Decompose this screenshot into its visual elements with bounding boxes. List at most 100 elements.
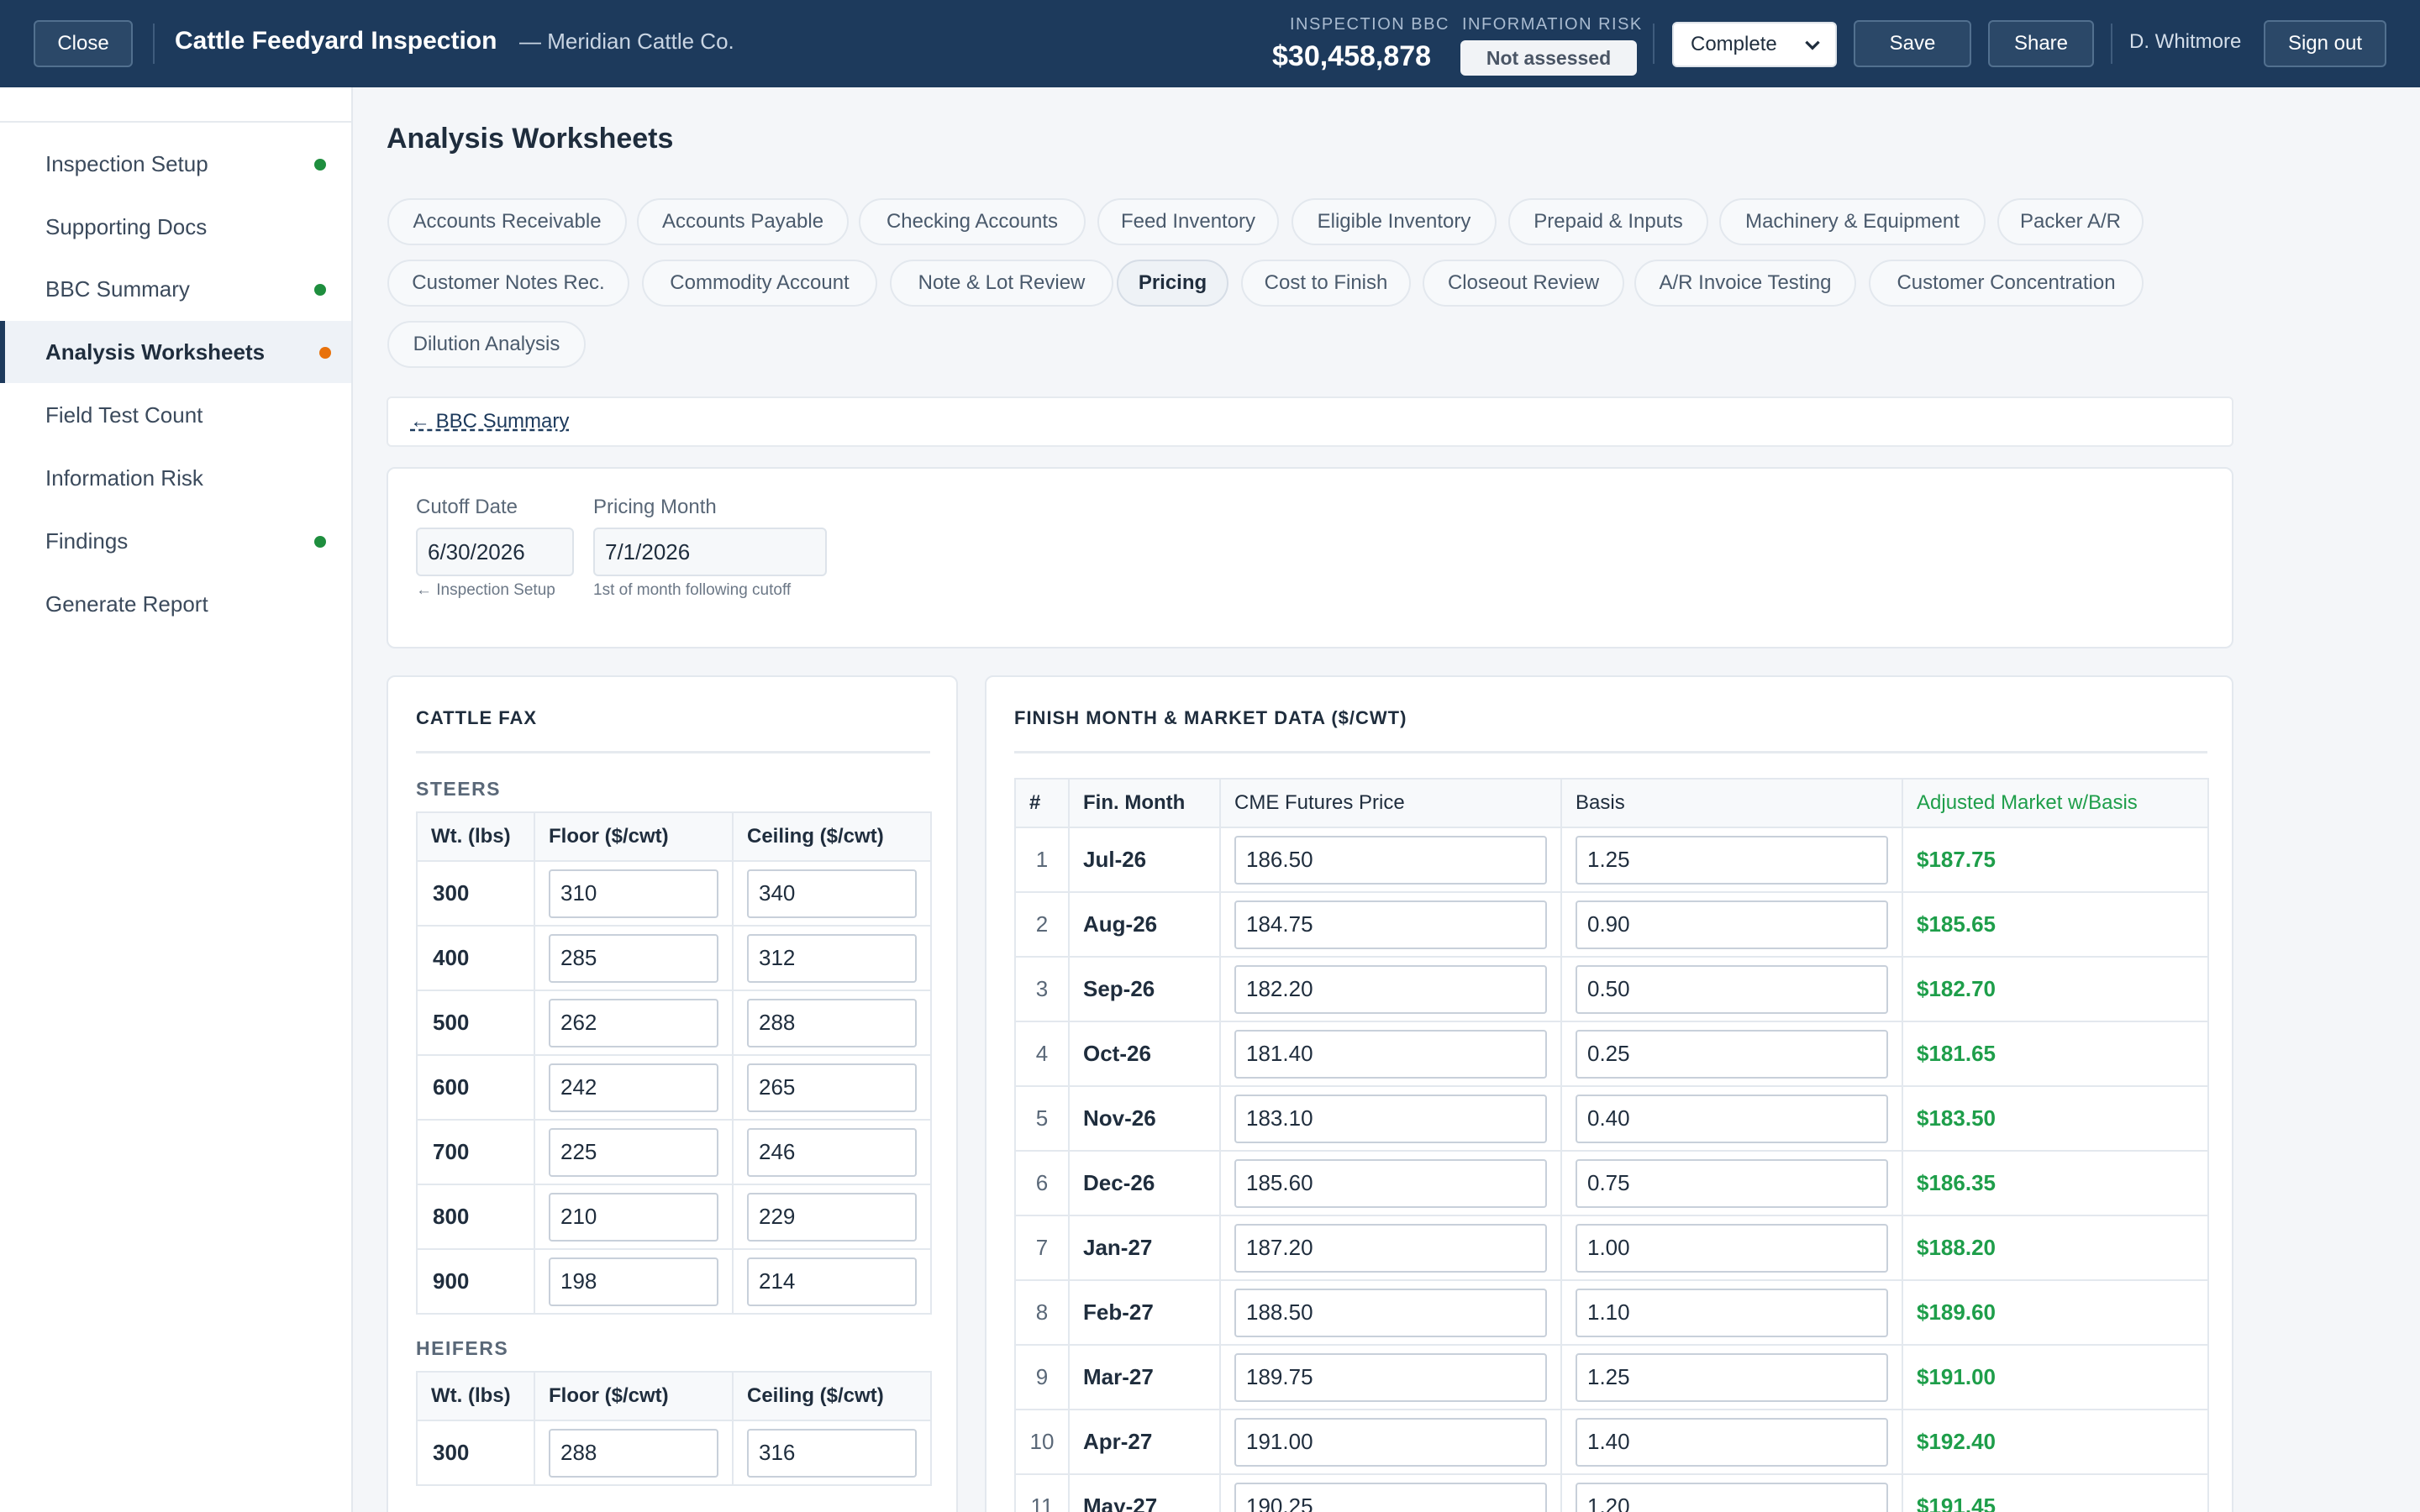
chevron-down-icon [1805, 40, 1820, 50]
cme-futures-price-input[interactable]: 185.60 [1234, 1158, 1547, 1208]
basis-input[interactable]: 0.25 [1576, 1029, 1888, 1079]
floor-price-input[interactable]: 285 [549, 933, 718, 983]
ceiling-price-input[interactable]: 288 [747, 998, 917, 1047]
sidebar-item-field-test-count[interactable]: Field Test Count [0, 384, 351, 446]
basis-input[interactable]: 1.20 [1576, 1482, 1888, 1512]
input-cell: 1.25 [1560, 1344, 1903, 1410]
table-row: 9 Mar-27 189.75 1.25 $191.00 [1014, 1344, 2209, 1410]
basis-input[interactable]: 1.25 [1576, 835, 1888, 885]
sidebar-item-supporting-docs[interactable]: Supporting Docs [0, 196, 351, 258]
basis-input[interactable]: 1.10 [1576, 1288, 1888, 1337]
input-cell: 1.40 [1560, 1409, 1903, 1475]
row-number-cell: 9 [1014, 1344, 1070, 1410]
basis-input[interactable]: 1.00 [1576, 1223, 1888, 1273]
tab-prepaid-inputs[interactable]: Prepaid & Inputs [1508, 198, 1708, 245]
ceiling-price-input[interactable]: 316 [747, 1428, 917, 1478]
ceiling-price-input[interactable]: 312 [747, 933, 917, 983]
cme-futures-price-input[interactable]: 187.20 [1234, 1223, 1547, 1273]
floor-price-input[interactable]: 262 [549, 998, 718, 1047]
status-dot [314, 284, 326, 296]
cme-futures-price-input[interactable]: 189.75 [1234, 1352, 1547, 1402]
finish-month-cell: May-27 [1068, 1473, 1221, 1512]
tab-eligible-inventory[interactable]: Eligible Inventory [1292, 198, 1497, 245]
share-button[interactable]: Share [1988, 20, 2094, 67]
column-header: Wt. (lbs) [416, 1371, 535, 1421]
tab-commodity-account[interactable]: Commodity Account [642, 260, 877, 307]
basis-input[interactable]: 0.90 [1576, 900, 1888, 949]
heifers-table: Wt. (lbs) Floor ($/cwt) Ceiling ($/cwt) … [416, 1371, 932, 1486]
sidebar-item-inspection-setup[interactable]: Inspection Setup [0, 133, 351, 195]
close-button[interactable]: Close [34, 20, 133, 67]
sidebar-item-label: Field Test Count [45, 402, 203, 428]
cme-futures-price-input[interactable]: 182.20 [1234, 964, 1547, 1014]
adjusted-market-cell: $192.40 [1902, 1409, 2209, 1475]
divider [0, 121, 351, 123]
sidebar-item-label: Findings [45, 528, 129, 554]
cme-futures-price-input[interactable]: 188.50 [1234, 1288, 1547, 1337]
ceiling-price-input[interactable]: 229 [747, 1192, 917, 1242]
ceiling-price-input[interactable]: 265 [747, 1063, 917, 1112]
input-cell: 1.00 [1560, 1215, 1903, 1281]
tab-checking-accounts[interactable]: Checking Accounts [859, 198, 1086, 245]
cme-futures-price-input[interactable]: 184.75 [1234, 900, 1547, 949]
finish-month-cell: Aug-26 [1068, 891, 1221, 958]
basis-input[interactable]: 0.40 [1576, 1094, 1888, 1143]
input-cell: 184.75 [1219, 891, 1562, 958]
basis-input[interactable]: 1.25 [1576, 1352, 1888, 1402]
cme-futures-price-input[interactable]: 181.40 [1234, 1029, 1547, 1079]
tab-pricing[interactable]: Pricing [1117, 260, 1228, 307]
tab-feed-inventory[interactable]: Feed Inventory [1097, 198, 1279, 245]
cme-futures-price-input[interactable]: 191.00 [1234, 1417, 1547, 1467]
app-title: Cattle Feedyard Inspection [175, 27, 497, 55]
status-select[interactable]: Complete [1672, 22, 1837, 67]
table-row: 5 Nov-26 183.10 0.40 $183.50 [1014, 1085, 2209, 1152]
cme-futures-price-input[interactable]: 186.50 [1234, 835, 1547, 885]
floor-price-input[interactable]: 198 [549, 1257, 718, 1306]
ceiling-cell: 214 [732, 1248, 932, 1315]
weight-cell: 500 [416, 990, 535, 1056]
risk-label: INFORMATION RISK [1462, 15, 1643, 34]
tab-note-lot-review[interactable]: Note & Lot Review [890, 260, 1113, 307]
sidebar: Inspection Setup Supporting Docs BBC Sum… [0, 87, 353, 1512]
ceiling-price-input[interactable]: 340 [747, 869, 917, 918]
market-data-title: FINISH MONTH & MARKET DATA ($/CWT) [1014, 707, 1407, 728]
sidebar-item-information-risk[interactable]: Information Risk [0, 447, 351, 509]
row-number-cell: 10 [1014, 1409, 1070, 1475]
weight-cell: 400 [416, 925, 535, 991]
tab-machinery-equipment[interactable]: Machinery & Equipment [1719, 198, 1986, 245]
floor-price-input[interactable]: 310 [549, 869, 718, 918]
ceiling-price-input[interactable]: 246 [747, 1127, 917, 1177]
sign-out-button[interactable]: Sign out [2264, 20, 2386, 67]
basis-input[interactable]: 0.50 [1576, 964, 1888, 1014]
tab-packer-ar[interactable]: Packer A/R [1997, 198, 2144, 245]
tab-ar-invoice-testing[interactable]: A/R Invoice Testing [1634, 260, 1856, 307]
sidebar-item-bbc-summary[interactable]: BBC Summary [0, 258, 351, 320]
tab-customer-notes-rec[interactable]: Customer Notes Rec. [387, 260, 629, 307]
risk-status-badge: Not assessed [1460, 40, 1637, 76]
input-cell: 182.20 [1219, 956, 1562, 1022]
floor-price-input[interactable]: 210 [549, 1192, 718, 1242]
breadcrumb-back-link[interactable]: ← BBC Summary [410, 410, 570, 433]
table-row: 6 Dec-26 185.60 0.75 $186.35 [1014, 1150, 2209, 1216]
sidebar-item-generate-report[interactable]: Generate Report [0, 573, 351, 635]
ceiling-price-input[interactable]: 214 [747, 1257, 917, 1306]
tab-accounts-payable[interactable]: Accounts Payable [637, 198, 849, 245]
cme-futures-price-input[interactable]: 183.10 [1234, 1094, 1547, 1143]
save-button[interactable]: Save [1854, 20, 1971, 67]
tab-accounts-receivable[interactable]: Accounts Receivable [387, 198, 627, 245]
finish-month-cell: Feb-27 [1068, 1279, 1221, 1346]
ceiling-cell: 229 [732, 1184, 932, 1250]
basis-input[interactable]: 0.75 [1576, 1158, 1888, 1208]
tab-cost-to-finish[interactable]: Cost to Finish [1241, 260, 1411, 307]
cme-futures-price-input[interactable]: 190.25 [1234, 1482, 1547, 1512]
tab-dilution-analysis[interactable]: Dilution Analysis [387, 321, 586, 368]
floor-price-input[interactable]: 288 [549, 1428, 718, 1478]
tab-closeout-review[interactable]: Closeout Review [1423, 260, 1624, 307]
floor-price-input[interactable]: 225 [549, 1127, 718, 1177]
floor-price-input[interactable]: 242 [549, 1063, 718, 1112]
basis-input[interactable]: 1.40 [1576, 1417, 1888, 1467]
floor-cell: 310 [534, 860, 734, 927]
sidebar-item-analysis-worksheets[interactable]: Analysis Worksheets [0, 321, 351, 383]
tab-customer-concentration[interactable]: Customer Concentration [1869, 260, 2144, 307]
sidebar-item-findings[interactable]: Findings [0, 510, 351, 572]
